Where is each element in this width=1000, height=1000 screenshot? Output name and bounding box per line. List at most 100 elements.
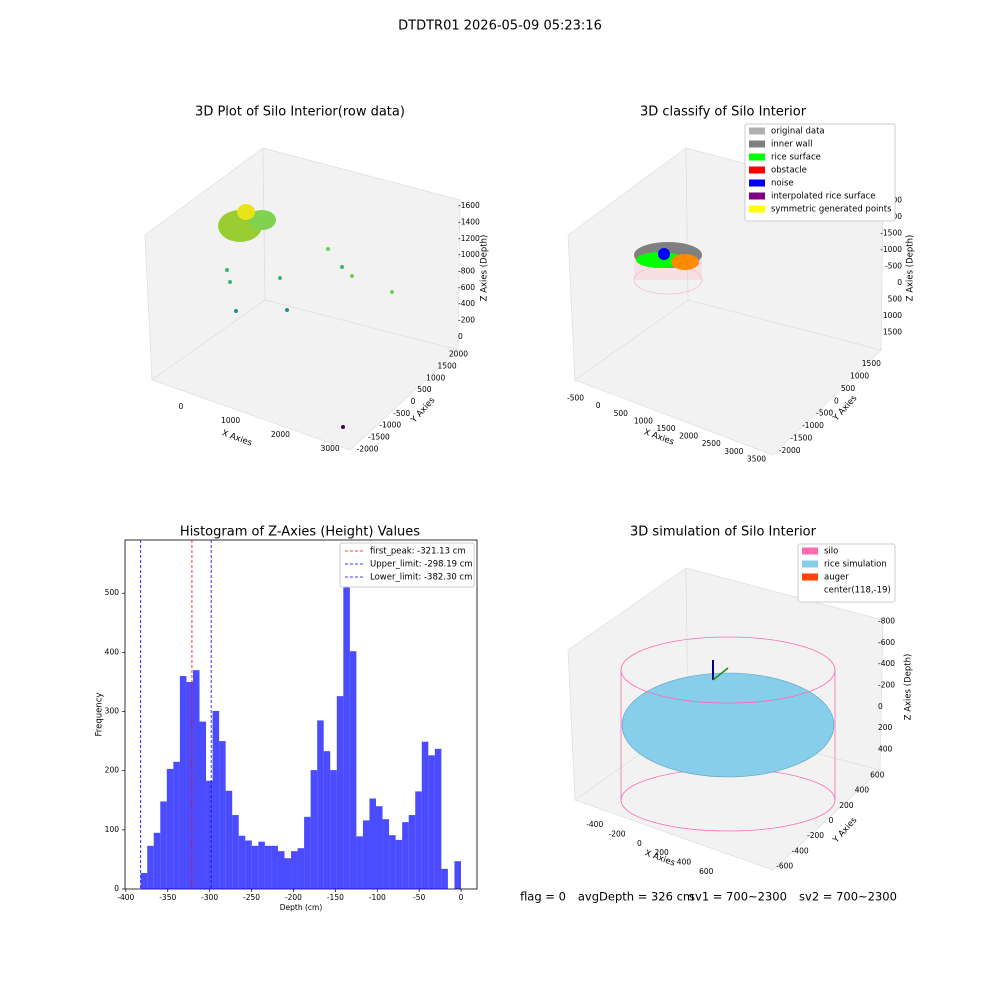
x-tick-label: 500: [614, 409, 629, 418]
z-tick-label: -200: [458, 316, 475, 325]
z-tick-label: 400: [878, 744, 893, 753]
x-tick-label: 600: [699, 867, 714, 876]
x-tick-label: -300: [201, 893, 218, 902]
y-tick-label: -1500: [368, 432, 390, 441]
bar: [277, 851, 285, 889]
y-tick-label: 300: [105, 707, 120, 716]
dot: [340, 265, 344, 269]
z-tick-label: -1500: [880, 229, 902, 238]
z-axis-label: Z Axies (Depth): [480, 235, 490, 302]
x-tick-label: -400: [586, 820, 603, 829]
y-tick-label: 2000: [449, 350, 468, 359]
z-axis-label: Z Axies (Depth): [904, 654, 914, 721]
chart-title: 3D simulation of Silo Interior: [630, 525, 817, 540]
rice: [671, 254, 699, 270]
legend-label: center(118,-19): [824, 586, 891, 596]
bar: [251, 845, 259, 889]
bar: [225, 790, 233, 889]
legend-swatch: [749, 153, 765, 161]
decor-raw-cloud: [218, 204, 394, 429]
z-tick-label: 500: [888, 294, 903, 303]
y-tick-label: -2000: [357, 444, 379, 453]
legend-label: silo: [824, 547, 838, 557]
footer-text: flag = 0: [520, 890, 566, 904]
dot: [390, 290, 394, 294]
noise: [658, 248, 670, 260]
bar: [153, 832, 161, 889]
z-tick-label: -400: [458, 299, 475, 308]
y-tick-label: 0: [411, 397, 416, 406]
legend-swatch: [802, 586, 818, 594]
dot: [350, 274, 354, 278]
y-tick-label: 200: [839, 801, 854, 810]
z-tick-label: -500: [885, 262, 902, 271]
legend-label: auger: [824, 573, 849, 583]
bar: [369, 798, 377, 889]
x-tick-label: 2500: [702, 439, 721, 448]
bar: [166, 768, 174, 889]
z-tick-label: -1400: [458, 218, 480, 227]
x-tick-label: -200: [285, 893, 302, 902]
x-tick-label: 0: [637, 839, 642, 848]
legend-label: symmetric generated points: [771, 205, 892, 215]
legend-box: [797, 543, 896, 603]
bar: [192, 670, 200, 889]
bar: [362, 820, 370, 889]
bar: [434, 748, 442, 889]
y-tick-label: 1000: [426, 373, 445, 382]
chart-title: 3D classify of Silo Interior: [640, 105, 807, 120]
bar: [219, 741, 226, 889]
bar: [206, 780, 213, 889]
y-tick-label: 100: [105, 825, 120, 834]
x-tick-label: 2000: [271, 430, 290, 439]
x-tick-label: -50: [413, 893, 425, 902]
y-tick-label: -400: [792, 846, 809, 855]
x-tick-label: 3500: [747, 454, 766, 463]
footer-text: sv1 = 700~2300: [689, 890, 787, 904]
x-tick-label: 1500: [656, 424, 675, 433]
bar: [186, 681, 193, 889]
dot: [285, 308, 289, 312]
bar: [173, 761, 180, 889]
bar: [356, 836, 363, 889]
legend-label: rice surface: [771, 153, 821, 163]
dot: [225, 268, 229, 272]
auger: [712, 667, 729, 681]
z-tick-label: 1000: [883, 311, 902, 320]
figure-title: DTDTR01 2026-05-09 05:23:16: [398, 19, 602, 34]
z-tick-label: -1000: [880, 245, 902, 254]
y-tick-label: 600: [870, 771, 885, 780]
y-tick-label: -200: [807, 831, 824, 840]
bar: [238, 835, 246, 889]
bar: [382, 819, 390, 889]
bar: [245, 840, 252, 889]
dot: [228, 280, 232, 284]
legend-swatch: [749, 140, 765, 148]
legend-label: original data: [771, 127, 825, 137]
z-tick-label: -600: [458, 283, 475, 292]
y-tick-label: 1500: [438, 362, 457, 371]
legend-box: [744, 123, 896, 222]
bar: [160, 801, 167, 889]
legend-swatch: [749, 179, 765, 187]
x-tick-label: -350: [159, 893, 176, 902]
y-tick-label: -1500: [790, 434, 812, 443]
pane: [574, 299, 882, 456]
z-tick-label: -800: [878, 617, 895, 626]
bar: [336, 696, 344, 889]
x-tick-label: -400: [117, 893, 134, 902]
chart-title: Histogram of Z-Axies (Height) Values: [180, 525, 420, 540]
y-tick-label: 200: [105, 766, 120, 775]
bar: [147, 845, 154, 889]
bar: [389, 835, 396, 889]
y-tick-label: 1500: [862, 359, 881, 368]
y-tick-label: -1000: [802, 421, 824, 430]
z-tick-label: 0: [897, 278, 902, 287]
y-tick-label: 1000: [850, 371, 869, 380]
bar: [310, 770, 318, 889]
legend-label: rice simulation: [824, 560, 887, 570]
bar: [441, 868, 448, 889]
legend-box: [339, 542, 475, 588]
bar: [179, 676, 187, 889]
